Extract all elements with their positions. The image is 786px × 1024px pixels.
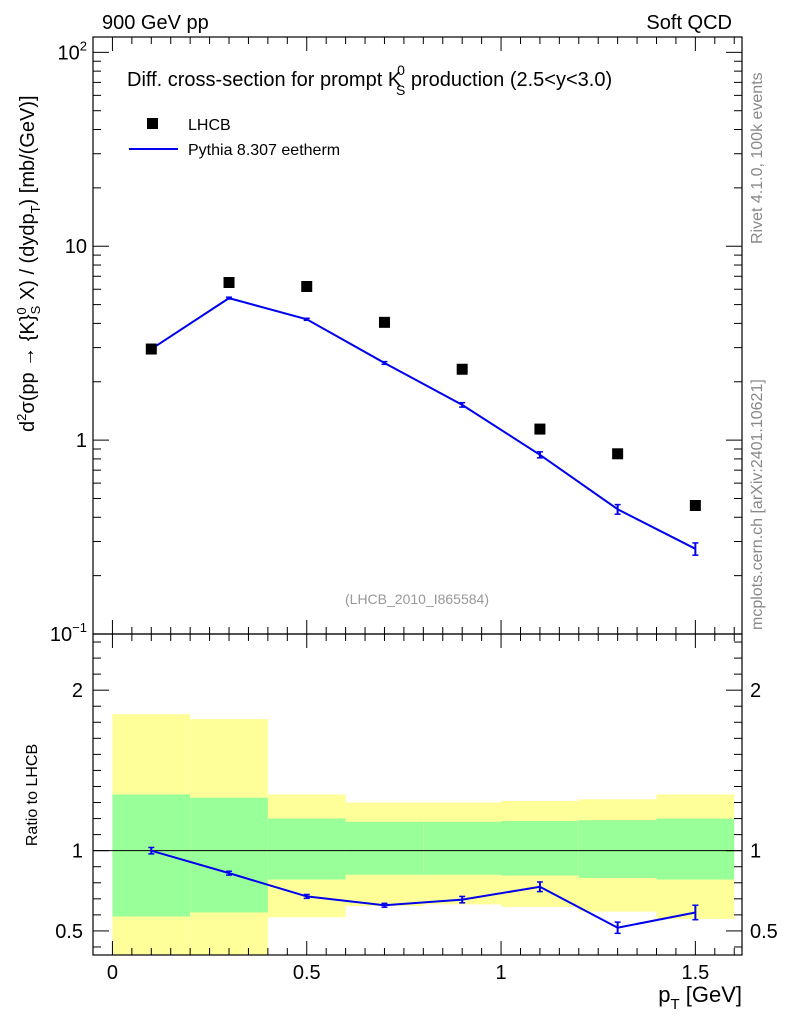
legend-label-pythia: Pythia 8.307 eetherm <box>188 142 340 159</box>
legend-marker-lhcb <box>147 118 158 129</box>
ratio-band-inner <box>656 818 735 880</box>
ratio-axis-ticks: 0 0.5 1 1.5 0.5 0.5 1 1 2 2 <box>55 634 778 984</box>
y-tick-label: 10−1 <box>50 620 87 646</box>
x-tick-label: 1 <box>495 962 506 984</box>
mc-line <box>150 297 696 550</box>
ratio-y-tick-label-right: 1 <box>750 841 761 863</box>
side-source-label: mcplots.cern.ch [arXiv:2401.10621] <box>749 379 766 630</box>
x-tick-label: 0.5 <box>293 962 321 984</box>
ratio-band-inner <box>267 818 346 880</box>
ratio-mc-line <box>151 849 696 929</box>
ratio-y-tick-label-left: 1 <box>72 841 83 863</box>
chart-title-suffix: production (2.5<y<3.0) <box>405 69 612 91</box>
data-marker <box>689 500 701 512</box>
data-marker <box>612 448 624 460</box>
data-marker <box>378 316 390 328</box>
ratio-y-tick-label-left: 2 <box>72 680 83 702</box>
y-tick-label: 102 <box>58 38 87 64</box>
ratio-y-label: Ratio to LHCB <box>24 744 41 846</box>
y-axis-label: d2σ(pp → {K}0S X) / (dydpT) [mb/(GeV)] <box>14 95 43 432</box>
data-marker <box>534 423 546 435</box>
ratio-y-tick-label-right: 2 <box>750 680 761 702</box>
ratio-band-inner <box>190 797 268 913</box>
ratio-panel: 0 0.5 1 1.5 0.5 0.5 1 1 2 2 Ratio to LHCB <box>24 633 778 984</box>
ratio-y-tick-label-left: 0.5 <box>55 921 83 943</box>
y-tick-label: 1 <box>76 430 87 452</box>
main-series-group <box>145 277 701 556</box>
chart-title-sup: 0 <box>397 62 405 78</box>
side-rivet-label: Rivet 4.1.0, 100k events <box>749 72 766 244</box>
header-left-title: 900 GeV pp <box>102 12 209 34</box>
ratio-frame <box>92 633 743 956</box>
chart-title-sub: S <box>396 82 405 98</box>
x-tick-label: 0 <box>107 962 118 984</box>
data-marker <box>301 280 313 292</box>
legend-label-lhcb: LHCB <box>188 117 231 134</box>
ratio-series-group <box>148 846 699 935</box>
y-tick-label: 10 <box>65 236 87 258</box>
header-right-title: Soft QCD <box>646 12 732 34</box>
ratio-band-inner <box>501 820 579 876</box>
ratio-bands-group <box>93 714 742 955</box>
ratio-band-inner <box>578 820 657 878</box>
chart-title-prefix: Diff. cross-section for prompt K <box>127 69 402 91</box>
x-tick-label: 1.5 <box>681 962 709 984</box>
main-axis-ticks: 10−1 1 10 102 <box>50 37 742 646</box>
ratio-band-inner <box>112 794 191 917</box>
x-axis-label: pT [GeV] <box>658 982 742 1013</box>
data-marker <box>223 277 235 289</box>
ratio-band-inner <box>423 821 502 875</box>
chart-title: Diff. cross-section for prompt K0 S produ… <box>127 62 612 98</box>
data-marker <box>456 363 468 375</box>
analysis-id: (LHCB_2010_I865584) <box>345 591 489 607</box>
data-marker <box>145 343 157 355</box>
ratio-y-tick-label-right: 0.5 <box>750 921 778 943</box>
main-panel: 10−1 1 10 102 Diff. cross-section for promp… <box>14 36 743 646</box>
ratio-band-inner <box>345 821 424 875</box>
